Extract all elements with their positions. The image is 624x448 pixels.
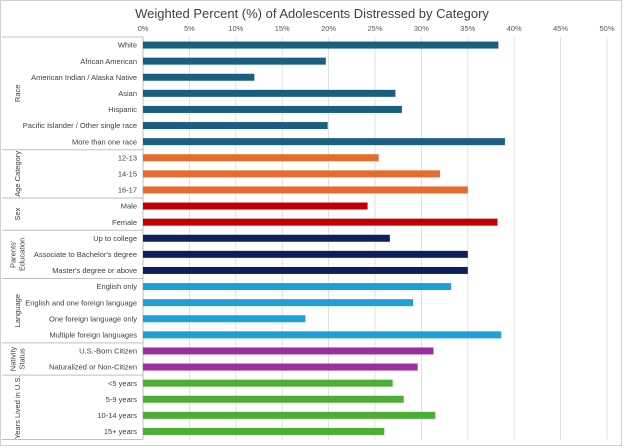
category-label: White — [118, 41, 137, 50]
category-label: Male — [121, 202, 137, 211]
category-label: 5-9 years — [106, 395, 138, 404]
x-tick-label: 40% — [507, 24, 522, 33]
bar — [143, 154, 379, 162]
bar — [143, 186, 468, 194]
category-label: Female — [112, 218, 137, 227]
category-label: Asian — [118, 89, 137, 98]
category-label: 10-14 years — [97, 411, 137, 420]
category-label: Associate to Bachelor's degree — [34, 250, 137, 259]
group-label: Parents'Education — [9, 238, 27, 271]
category-label: Up to college — [93, 234, 137, 243]
category-label: One foreign language only — [49, 314, 137, 323]
category-label: U.S.-Born Citizen — [79, 347, 137, 356]
x-tick-label: 25% — [367, 24, 382, 33]
bar — [143, 347, 434, 355]
group-label: Sex — [13, 207, 22, 220]
bar — [143, 105, 402, 113]
category-label: American Indian / Alaska Native — [31, 73, 137, 82]
category-label: Naturalized or Non-Citizen — [49, 363, 137, 372]
category-label: <5 years — [108, 379, 137, 388]
category-label: 14-15 — [118, 169, 137, 178]
category-label: 16-17 — [118, 186, 137, 195]
group-label: Years Lived in U.S. — [13, 376, 22, 440]
bar — [143, 122, 328, 130]
bar — [143, 202, 368, 210]
category-label: Hispanic — [108, 105, 137, 114]
x-tick-label: 35% — [460, 24, 475, 33]
x-tick-label: 20% — [321, 24, 336, 33]
category-label: More than one race — [72, 137, 137, 146]
x-tick-label: 45% — [553, 24, 568, 33]
x-tick-label: 5% — [184, 24, 195, 33]
bar — [143, 138, 505, 146]
category-label: 12-13 — [118, 153, 137, 162]
bar — [143, 57, 326, 65]
group-label: Race — [13, 85, 22, 103]
chart-title: Weighted Percent (%) of Adolescents Dist… — [135, 6, 489, 21]
x-tick-label: 30% — [414, 24, 429, 33]
bar — [143, 266, 468, 274]
category-label: 15+ years — [104, 427, 137, 436]
bar — [143, 41, 499, 49]
group-label: Language — [13, 294, 22, 327]
category-label: Master's degree or above — [52, 266, 137, 275]
x-tick-label: 10% — [228, 24, 243, 33]
bar — [143, 315, 306, 323]
bar — [143, 395, 404, 403]
bar — [143, 170, 440, 178]
bar — [143, 427, 385, 435]
bar — [143, 283, 452, 291]
category-label: African American — [80, 57, 137, 66]
group-label: Age Category — [13, 151, 22, 197]
group-label: NativityStatus — [9, 346, 27, 371]
bar — [143, 73, 255, 81]
bar — [143, 89, 396, 97]
category-label: Pacific Islander / Other single race — [23, 121, 137, 130]
bar — [143, 218, 498, 226]
bar — [143, 363, 418, 371]
bar — [143, 331, 502, 339]
x-tick-label: 15% — [275, 24, 290, 33]
x-tick-label: 50% — [599, 24, 614, 33]
bar — [143, 379, 393, 387]
category-label: English only — [97, 282, 138, 291]
category-label: English and one foreign language — [25, 298, 137, 307]
category-label: Multiple foreign languages — [49, 330, 137, 339]
x-tick-label: 0% — [138, 24, 149, 33]
bar — [143, 299, 414, 307]
bar — [143, 411, 436, 419]
bar — [143, 250, 468, 258]
bar — [143, 234, 390, 242]
